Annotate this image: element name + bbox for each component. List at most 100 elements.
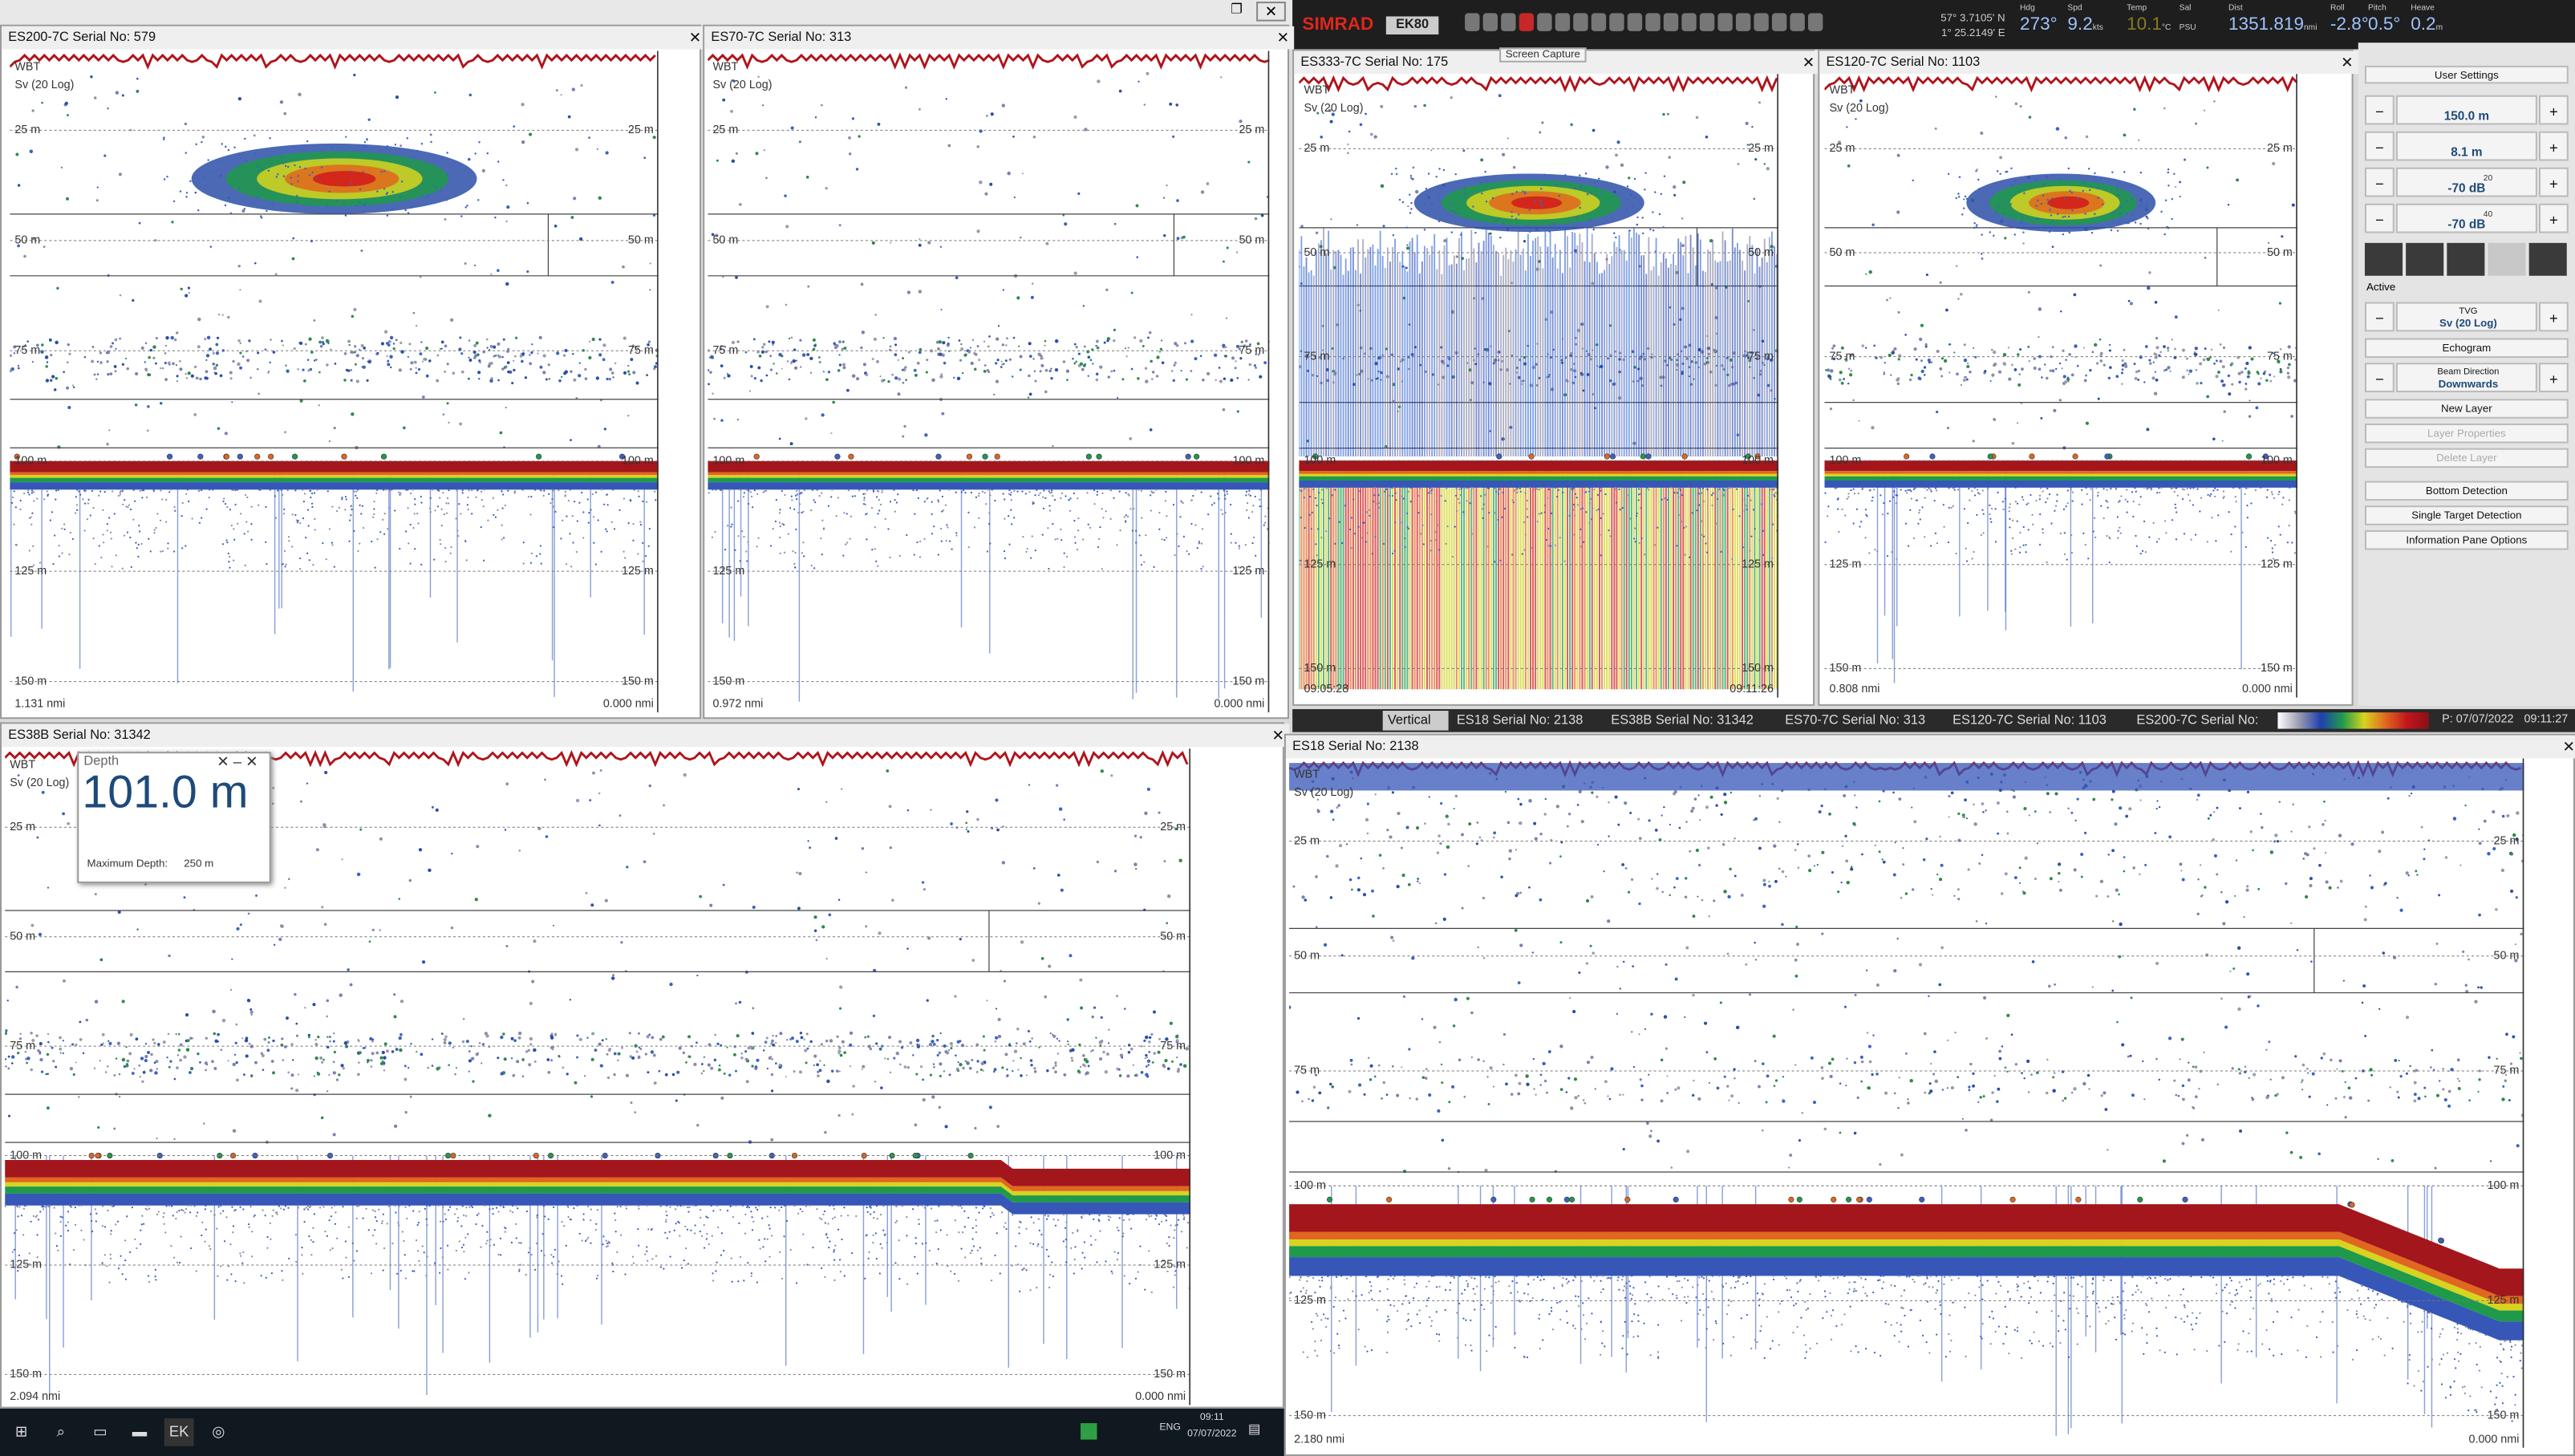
minus-button[interactable]: − xyxy=(2364,131,2395,161)
sub-bottom-dot xyxy=(529,562,533,564)
sub-bottom-dot xyxy=(1701,520,1703,522)
panel-button[interactable]: New Layer xyxy=(2364,399,2569,419)
scatter-dot xyxy=(974,353,978,356)
window-close[interactable]: ✕ xyxy=(1271,727,1284,744)
tool-icon[interactable] xyxy=(1771,13,1787,31)
minus-button[interactable]: − xyxy=(2364,95,2395,125)
scatter-dot xyxy=(1889,297,1892,299)
panel-tab-icon[interactable] xyxy=(2447,242,2485,276)
tool-icon[interactable] xyxy=(1573,13,1588,31)
plus-button[interactable]: + xyxy=(2538,167,2569,197)
tab[interactable]: ES200-7C Serial No: xyxy=(2136,712,2259,728)
scatter-dot xyxy=(997,325,1000,327)
sub-bottom-dot xyxy=(1930,490,1932,493)
sub-bottom-dot xyxy=(1116,544,1118,546)
school-dot xyxy=(1975,225,1978,229)
restore-button[interactable]: ❐ xyxy=(1231,2,1243,17)
tool-icon[interactable] xyxy=(1555,13,1571,31)
tool-icon[interactable] xyxy=(1699,13,1715,31)
window-close[interactable]: ✕ xyxy=(1276,29,1290,47)
plus-button[interactable]: + xyxy=(2538,95,2569,125)
sub-bottom-dot xyxy=(476,489,479,491)
panel-tab-icon[interactable] xyxy=(2364,242,2403,276)
sub-bottom-dot xyxy=(87,502,89,505)
plus-button[interactable]: + xyxy=(2538,131,2569,161)
tab[interactable]: ES38B Serial No: 31342 xyxy=(1611,712,1754,728)
tool-icon[interactable] xyxy=(1591,13,1607,31)
sub-bottom-dot xyxy=(27,489,30,492)
window-close[interactable]: ✕ xyxy=(2341,54,2354,71)
tool-icon[interactable] xyxy=(1807,13,1823,31)
panel-button[interactable]: Single Target Detection xyxy=(2364,505,2569,525)
panel-tab-icon[interactable] xyxy=(2488,242,2526,276)
window-title-bar: ES200-7C Serial No: 579 ✕ xyxy=(2,26,707,50)
control-value[interactable]: -70 dB 20 xyxy=(2395,167,2537,197)
beam-label: Beam Direction xyxy=(2437,367,2500,378)
scatter-dot xyxy=(1904,334,1907,336)
school-dot xyxy=(1410,177,1413,180)
tab[interactable]: ES18 Serial No: 2138 xyxy=(1456,712,1584,728)
scatter-dot xyxy=(772,363,775,365)
taskbar-icon[interactable]: ⌕ xyxy=(56,1423,65,1440)
close-button[interactable]: ✕ xyxy=(1256,2,1286,22)
tvg-control[interactable]: TVG Sv (20 Log) xyxy=(2395,302,2537,332)
scatter-dot xyxy=(2144,345,2148,348)
minus-button[interactable]: − xyxy=(2364,203,2395,233)
tool-icon[interactable] xyxy=(1645,13,1661,31)
tool-icon[interactable] xyxy=(1790,13,1805,31)
school-dot xyxy=(363,210,365,213)
tool-icon[interactable] xyxy=(1465,13,1480,31)
scatter-dot xyxy=(1423,103,1426,107)
control-value[interactable]: 8.1 m xyxy=(2395,131,2537,161)
plus-button[interactable]: + xyxy=(2538,302,2569,332)
scatter-dot xyxy=(1455,255,1459,258)
plus-button[interactable]: + xyxy=(2538,203,2569,233)
control-value[interactable]: -70 dB 40 xyxy=(2395,203,2537,233)
minus-button[interactable]: − xyxy=(2364,167,2395,197)
window-close[interactable]: ✕ xyxy=(1802,54,1815,71)
scatter-dot xyxy=(1214,353,1218,357)
tool-icon[interactable] xyxy=(1501,13,1516,31)
tool-icon[interactable] xyxy=(1537,13,1552,31)
taskbar-icon[interactable]: EK xyxy=(164,1417,194,1446)
plus-button[interactable]: + xyxy=(2538,363,2569,393)
tool-icon[interactable] xyxy=(1754,13,1769,31)
tool-icon[interactable] xyxy=(1519,13,1535,31)
control-value[interactable]: 150.0 m xyxy=(2395,95,2537,125)
tool-icon[interactable] xyxy=(1681,13,1697,31)
scatter-dot xyxy=(1896,377,1900,380)
scatter-dot xyxy=(269,361,271,363)
echogram-button[interactable]: Echogram xyxy=(2364,338,2569,359)
sub-bottom-dot xyxy=(132,518,135,521)
school-dot xyxy=(326,205,328,208)
taskbar-icon[interactable]: ▬ xyxy=(132,1423,148,1440)
sub-bottom-dot xyxy=(1054,538,1056,541)
taskbar-icon[interactable]: ◎ xyxy=(212,1423,225,1440)
panel-tab-icon[interactable] xyxy=(2528,242,2567,276)
beam-control[interactable]: Beam Direction Downwards xyxy=(2395,363,2537,393)
scatter-dot xyxy=(1202,379,1205,382)
panel-button[interactable]: Bottom Detection xyxy=(2364,481,2569,501)
scatter-dot xyxy=(1875,356,1878,359)
tool-icon[interactable] xyxy=(1717,13,1733,31)
panel-button[interactable]: Information Pane Options xyxy=(2364,529,2569,550)
tab[interactable]: ES120-7C Serial No: 1103 xyxy=(1953,712,2107,728)
panel-tab-icon[interactable] xyxy=(2406,242,2444,276)
tool-icon[interactable] xyxy=(1482,13,1498,31)
scatter-dot xyxy=(1082,1054,1085,1057)
minus-button[interactable]: − xyxy=(2364,302,2395,332)
tool-icon[interactable] xyxy=(1663,13,1679,31)
taskbar-icon[interactable]: ⊞ xyxy=(14,1423,28,1440)
minus-button[interactable]: − xyxy=(2364,363,2395,393)
scatter-dot xyxy=(801,353,806,357)
tab[interactable]: Vertical xyxy=(1382,711,1449,731)
tool-icon[interactable] xyxy=(1609,13,1624,31)
notification-icon[interactable]: ▤ xyxy=(1247,1422,1261,1437)
taskbar-icon[interactable]: ▭ xyxy=(93,1423,107,1440)
school-dot xyxy=(1395,168,1397,170)
tab[interactable]: ES70-7C Serial No: 313 xyxy=(1785,712,1926,728)
panel-header[interactable]: User Settings xyxy=(2364,65,2569,84)
window-close[interactable]: ✕ xyxy=(688,29,702,47)
tool-icon[interactable] xyxy=(1735,13,1751,31)
tool-icon[interactable] xyxy=(1627,13,1643,31)
